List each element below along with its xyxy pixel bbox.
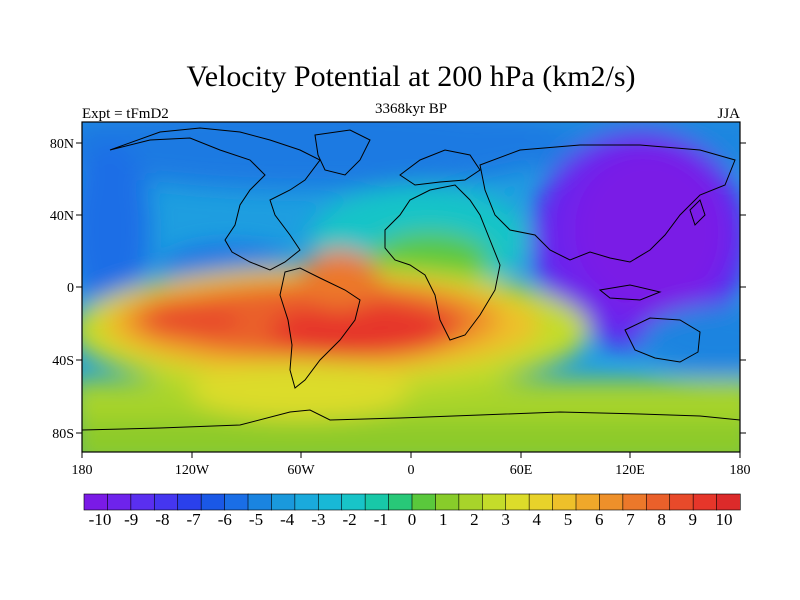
colorbar-label: 5 bbox=[564, 510, 573, 529]
colorbar-swatch bbox=[645, 493, 671, 511]
time-label: 3368kyr BP bbox=[375, 101, 447, 117]
colorbar-label: -4 bbox=[280, 510, 295, 529]
colorbar-label: -7 bbox=[187, 510, 202, 529]
colorbar-label: -6 bbox=[218, 510, 232, 529]
colorbar-label: -5 bbox=[249, 510, 263, 529]
velocity-potential-field bbox=[82, 122, 740, 452]
colorbar-label: -10 bbox=[89, 510, 112, 529]
colorbar-swatch bbox=[200, 493, 226, 511]
colorbar-label: -3 bbox=[311, 510, 325, 529]
colorbar-label: -2 bbox=[343, 510, 357, 529]
lat-tick-label: 40S bbox=[52, 354, 74, 369]
colorbar bbox=[83, 493, 741, 511]
colorbar-swatch bbox=[341, 493, 366, 511]
colorbar-swatch bbox=[271, 493, 296, 511]
colorbar-label: 7 bbox=[626, 510, 635, 529]
colorbar-swatch bbox=[599, 493, 624, 511]
colorbar-swatch bbox=[716, 493, 741, 511]
colorbar-swatch bbox=[505, 493, 530, 511]
colorbar-label: 6 bbox=[595, 510, 604, 529]
lon-tick-label: 60W bbox=[287, 463, 315, 478]
colorbar-swatch bbox=[153, 493, 179, 511]
lon-tick-label: 180 bbox=[72, 463, 93, 478]
colorbar-swatch bbox=[622, 493, 647, 511]
colorbar-swatch bbox=[247, 493, 273, 511]
colorbar-label: 9 bbox=[689, 510, 698, 529]
colorbar-swatch bbox=[130, 493, 155, 511]
colorbar-labels: -10 -9 -8 -7 -6 -5 -4 -3 -2 -1 0 1 2 3 4 5 6 7 8 9 10 bbox=[89, 510, 733, 529]
colorbar-swatch bbox=[435, 493, 460, 511]
lon-tick-label: 60E bbox=[510, 463, 533, 478]
colorbar-swatch bbox=[317, 493, 343, 511]
colorbar-swatch bbox=[107, 493, 132, 511]
colorbar-swatch bbox=[294, 493, 319, 511]
colorbar-swatch bbox=[411, 493, 437, 511]
colorbar-label: -8 bbox=[155, 510, 169, 529]
colorbar-label: 3 bbox=[501, 510, 510, 529]
colorbar-swatch bbox=[177, 493, 202, 511]
longitude-axis: 180 120W 60W 0 60E 120E 180 bbox=[72, 452, 751, 478]
latitude-axis: 80N 40N 0 40S 80S bbox=[50, 137, 746, 442]
lat-tick-label: 0 bbox=[67, 281, 74, 296]
lat-tick-label: 80N bbox=[50, 137, 74, 152]
colorbar-label: 2 bbox=[470, 510, 479, 529]
colorbar-swatch bbox=[224, 493, 249, 511]
colorbar-swatch bbox=[388, 493, 413, 511]
colorbar-swatch bbox=[481, 493, 507, 511]
lon-tick-label: 120W bbox=[175, 463, 210, 478]
colorbar-swatch bbox=[692, 493, 718, 511]
colorbar-swatch bbox=[669, 493, 694, 511]
lon-tick-label: 0 bbox=[408, 463, 415, 478]
colorbar-label: 4 bbox=[533, 510, 542, 529]
colorbar-label: -1 bbox=[374, 510, 388, 529]
lat-tick-label: 40N bbox=[50, 209, 74, 224]
colorbar-label: 10 bbox=[716, 510, 733, 529]
colorbar-swatch bbox=[83, 493, 109, 511]
colorbar-swatch bbox=[364, 493, 390, 511]
colorbar-label: 8 bbox=[657, 510, 666, 529]
colorbar-swatch bbox=[552, 493, 577, 511]
experiment-label: Expt = tFmD2 bbox=[82, 106, 169, 122]
lat-tick-label: 80S bbox=[52, 427, 74, 442]
colorbar-swatch bbox=[528, 493, 554, 511]
coastlines bbox=[82, 127, 740, 431]
colorbar-label: -9 bbox=[124, 510, 138, 529]
colorbar-label: 0 bbox=[408, 510, 417, 529]
colorbar-label: 1 bbox=[439, 510, 448, 529]
lon-tick-label: 120E bbox=[615, 463, 645, 478]
plot-title: Velocity Potential at 200 hPa (km2/s) bbox=[186, 60, 635, 93]
colorbar-swatch bbox=[575, 493, 601, 511]
season-label: JJA bbox=[717, 106, 740, 122]
lon-tick-label: 180 bbox=[730, 463, 751, 478]
colorbar-swatch bbox=[458, 493, 483, 511]
